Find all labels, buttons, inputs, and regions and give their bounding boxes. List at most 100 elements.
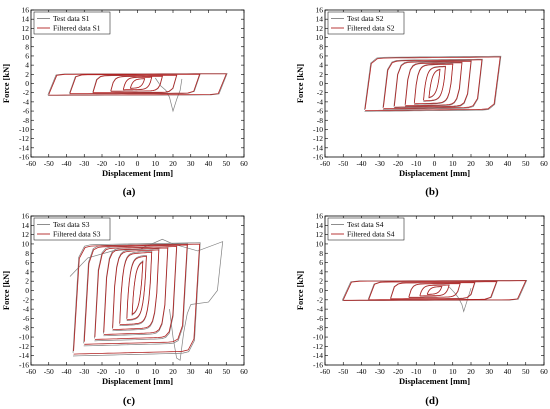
y-tick-label: 12 (316, 230, 324, 239)
test-data-loop (413, 63, 454, 105)
y-tick-label: -16 (313, 361, 323, 370)
y-tick-label: 0 (25, 286, 29, 295)
y-tick-label: -10 (19, 125, 29, 134)
y-axis-label: Force [kN] (295, 64, 305, 103)
y-tick-label: -2 (317, 88, 323, 97)
filtered-data-loop (428, 68, 441, 98)
y-tick-label: -2 (23, 295, 29, 304)
x-tick-label: 20 (467, 367, 475, 376)
y-tick-label: -2 (23, 88, 29, 97)
plot-traces (341, 280, 528, 313)
filtered-data-loop (423, 66, 446, 102)
test-data-loop (110, 75, 164, 92)
filtered-data-loop (94, 246, 178, 340)
y-tick-label: -2 (317, 295, 323, 304)
x-tick-label: -60 (320, 367, 330, 376)
x-tick-label: -20 (97, 159, 107, 168)
y-tick-label: 16 (22, 212, 30, 221)
test-data-loop (72, 242, 201, 357)
x-tick-label: -40 (357, 159, 367, 168)
filtered-data-loop (390, 282, 476, 300)
x-tick-label: 60 (540, 159, 548, 168)
x-tick-label: -30 (375, 367, 385, 376)
x-tick-label: -50 (44, 367, 54, 376)
x-tick-label: -50 (338, 367, 348, 376)
filtered-data-loop (112, 249, 160, 330)
test-data-loop (393, 60, 472, 109)
y-tick-label: 10 (22, 33, 30, 42)
y-tick-label: 16 (316, 6, 324, 15)
y-tick-label: -14 (313, 143, 323, 152)
x-tick-label: -40 (357, 367, 367, 376)
filtered-data-loop (408, 283, 461, 298)
x-tick-label: -10 (115, 367, 125, 376)
y-tick-label: -12 (19, 134, 29, 143)
x-tick-label: 0 (433, 367, 437, 376)
legend-label-test: Test data S1 (53, 14, 90, 23)
x-tick-label: -60 (320, 159, 330, 168)
plot-traces (47, 73, 228, 113)
x-tick-label: 50 (223, 159, 231, 168)
test-data-loop (364, 55, 502, 112)
y-tick-label: -10 (313, 125, 323, 134)
x-tick-label: -30 (79, 159, 89, 168)
test-data-loop (119, 250, 153, 327)
test-data-excursion (155, 77, 183, 113)
y-tick-label: 0 (319, 79, 323, 88)
x-tick-label: 60 (240, 367, 248, 376)
x-tick-label: 50 (522, 159, 530, 168)
test-data-loop (423, 65, 446, 102)
x-tick-label: -50 (338, 159, 348, 168)
x-tick-label: 20 (169, 367, 177, 376)
x-tick-label: -20 (393, 159, 403, 168)
y-tick-label: -6 (23, 107, 29, 116)
panel-label-d: (d) (425, 395, 439, 407)
filtered-data-loop (404, 62, 463, 107)
x-tick-label: -40 (62, 367, 72, 376)
legend-label-filtered: Filtered data S3 (53, 230, 101, 239)
x-tick-label: 10 (152, 159, 160, 168)
y-tick-label: -10 (19, 333, 29, 342)
y-tick-label: 6 (25, 258, 29, 267)
x-axis-label: Displacement [mm] (102, 376, 173, 386)
y-tick-label: 12 (22, 24, 30, 33)
test-data-excursion (169, 304, 192, 361)
test-data-outer-trace (69, 238, 224, 305)
y-tick-label: 10 (316, 33, 324, 42)
y-tick-label: 0 (25, 79, 29, 88)
x-tick-label: 10 (152, 367, 160, 376)
y-tick-label: -14 (19, 143, 29, 152)
y-tick-label: 10 (22, 239, 30, 248)
panel-label-b: (b) (425, 186, 439, 198)
y-tick-label: 4 (319, 61, 323, 70)
y-tick-label: -16 (19, 361, 29, 370)
filtered-data-loop (383, 59, 483, 109)
y-axis-label: Force [kN] (1, 64, 11, 103)
x-axis-label: Displacement [mm] (102, 168, 173, 178)
x-tick-label: 20 (169, 159, 177, 168)
x-tick-label: 40 (205, 159, 213, 168)
legend-box (33, 217, 111, 241)
y-tick-label: 14 (22, 15, 30, 24)
x-tick-label: 30 (187, 159, 195, 168)
y-tick-label: -12 (313, 342, 323, 351)
x-tick-label: -20 (393, 367, 403, 376)
y-tick-label: -16 (19, 153, 29, 162)
legend-label-filtered: Filtered data S1 (53, 24, 101, 33)
x-axis-label: Displacement [mm] (399, 376, 470, 386)
legend-label-filtered: Filtered data S4 (347, 230, 395, 239)
y-tick-label: -8 (23, 116, 29, 125)
x-tick-label: 60 (240, 159, 248, 168)
x-tick-label: 50 (522, 367, 530, 376)
y-tick-label: -14 (19, 351, 29, 360)
x-tick-label: 40 (205, 367, 213, 376)
y-tick-label: -14 (313, 351, 323, 360)
test-data-loop (382, 58, 483, 110)
legend-box (327, 11, 405, 35)
legend-label-test: Test data S2 (347, 14, 384, 23)
y-axis-label: Force [kN] (295, 271, 305, 310)
y-tick-label: 16 (316, 212, 324, 221)
x-tick-label: 10 (449, 159, 457, 168)
x-tick-label: -30 (375, 159, 385, 168)
